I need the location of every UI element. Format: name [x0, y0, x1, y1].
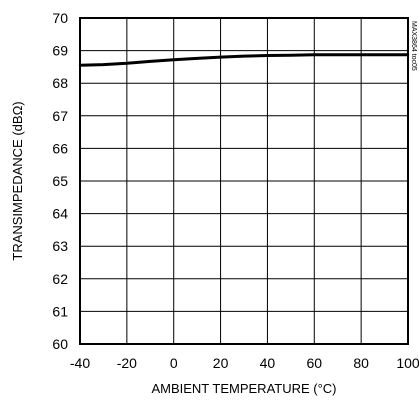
series-group: [78, 53, 410, 67]
data-point: [149, 60, 152, 63]
plot-frame: [79, 17, 409, 345]
y-tick-label: 64: [52, 206, 68, 222]
x-tick-label: 80: [353, 355, 369, 371]
x-tick-label: 0: [170, 355, 178, 371]
data-point: [313, 53, 316, 57]
y-tick-labels: 60 61 62 63 64 65 66 67 68 69 70: [52, 10, 68, 352]
y-tick-label: 63: [52, 238, 68, 254]
data-point: [242, 54, 246, 58]
x-tick-label: -40: [70, 355, 90, 371]
data-point: [125, 62, 129, 65]
y-tick-label: 65: [52, 173, 68, 189]
data-point: [336, 53, 339, 57]
x-tick-label: 100: [396, 355, 419, 371]
data-point: [359, 53, 363, 57]
x-tick-label: 20: [213, 355, 229, 371]
data-point: [219, 55, 222, 59]
y-tick-label: 68: [52, 75, 68, 91]
data-point: [266, 54, 269, 57]
x-tick-label: 40: [260, 355, 276, 371]
data-point: [383, 53, 386, 57]
y-tick-label: 70: [52, 10, 68, 26]
y-tick-label: 61: [52, 303, 68, 319]
figure-id-annotation: MAX3864 toc05: [410, 21, 417, 71]
data-point: [172, 58, 175, 61]
grid-lines: [79, 17, 409, 345]
x-tick-label: 60: [306, 355, 322, 371]
y-tick-label: 67: [52, 108, 68, 124]
data-point: [195, 57, 199, 60]
y-tick-label: 69: [52, 43, 68, 59]
y-axis-title: TRANSIMPEDANCE (dBΩ): [10, 101, 25, 260]
y-tick-label: 60: [52, 336, 68, 352]
x-tick-label: -20: [117, 355, 137, 371]
data-point: [102, 63, 105, 66]
x-tick-labels: -40 -20 0 20 40 60 80 100: [70, 355, 419, 371]
data-point: [289, 53, 293, 57]
y-tick-label: 62: [52, 271, 68, 287]
y-tick-label: 66: [52, 140, 68, 156]
x-axis-title: AMBIENT TEMPERATURE (°C): [151, 381, 336, 396]
